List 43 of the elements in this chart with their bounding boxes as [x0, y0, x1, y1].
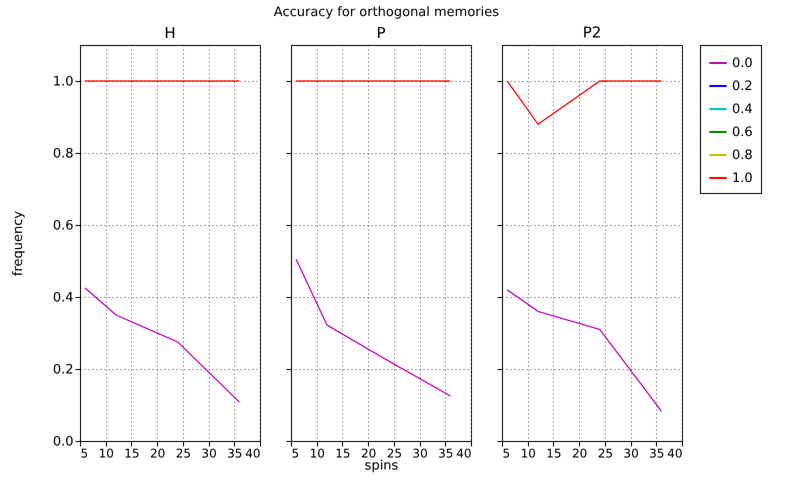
chart-title: H: [164, 24, 176, 42]
x-tick-label: 5: [292, 446, 300, 460]
x-tick-label: 25: [598, 446, 613, 460]
legend-label: 0.8: [732, 148, 753, 163]
chart-title: P2: [582, 24, 602, 42]
x-tick-label: 10: [98, 446, 114, 460]
legend-label: 0.4: [732, 102, 753, 117]
x-axis-title: spins: [364, 458, 399, 474]
x-tick-label: 10: [520, 446, 536, 460]
x-tick-label: 40: [456, 446, 472, 460]
x-tick-label: 30: [412, 446, 428, 460]
y-tick-label: 1.0: [52, 74, 74, 90]
y-tick-label: 0.8: [52, 146, 74, 162]
legend-label: 1.0: [732, 171, 753, 186]
x-tick-label: 25: [386, 446, 402, 460]
x-tick-label: 15: [335, 446, 351, 460]
x-tick-label: 40: [667, 446, 682, 460]
legend-label: 0.6: [732, 125, 753, 140]
y-tick-label: 0.4: [52, 290, 74, 306]
y-tick-label: 0.0: [52, 434, 74, 450]
x-tick-label: 10: [310, 446, 325, 460]
x-tick-label: 35: [438, 446, 454, 460]
x-tick-label: 20: [361, 446, 376, 460]
x-tick-label: 15: [546, 446, 562, 460]
x-tick-label: 35: [227, 446, 242, 460]
x-tick-label: 20: [572, 446, 588, 460]
x-tick-label: 40: [245, 446, 260, 460]
x-tick-label: 35: [649, 446, 664, 460]
y-tick-label: 0.6: [52, 218, 74, 234]
x-tick-label: 5: [502, 446, 510, 460]
legend-label: 0.0: [732, 56, 753, 71]
x-tick-label: 15: [124, 446, 140, 460]
line-series: [84, 287, 240, 403]
y-axis-title: frequency: [10, 210, 26, 276]
text: Accuracy for orthogonal memories: [274, 5, 500, 20]
x-tick-label: 5: [80, 446, 88, 460]
x-tick-label: 30: [201, 446, 217, 460]
legend-label: 0.2: [732, 79, 753, 94]
x-tick-label: 30: [623, 446, 639, 460]
chart-title: P: [376, 24, 386, 42]
y-tick-label: 0.2: [52, 362, 74, 378]
x-tick-label: 25: [176, 446, 191, 460]
x-tick-label: 20: [150, 446, 166, 460]
